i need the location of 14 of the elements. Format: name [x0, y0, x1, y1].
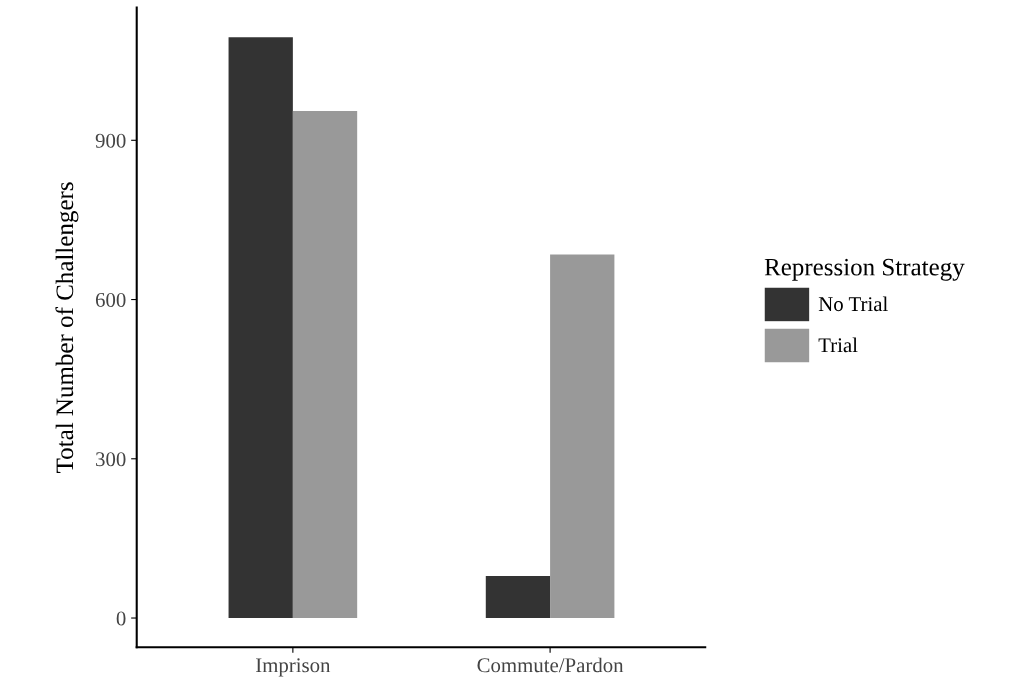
- y-tick-label: 0: [116, 611, 126, 626]
- legend-label: No Trial: [818, 296, 888, 312]
- bar: [550, 254, 615, 619]
- x-tick-label: Imprison: [256, 658, 331, 677]
- legend-label: Trial: [818, 337, 858, 353]
- bar: [228, 37, 293, 619]
- y-tick-label: 900: [95, 133, 126, 148]
- y-tick-label: 600: [95, 292, 126, 307]
- y-tick-label: 300: [96, 452, 126, 467]
- bar: [292, 111, 358, 619]
- bar: [485, 576, 551, 619]
- y-axis-title: Total Number of Challengers: [55, 182, 79, 473]
- legend-title: Repression Strategy: [764, 258, 965, 281]
- x-tick-label: Commute/Pardon: [477, 657, 624, 673]
